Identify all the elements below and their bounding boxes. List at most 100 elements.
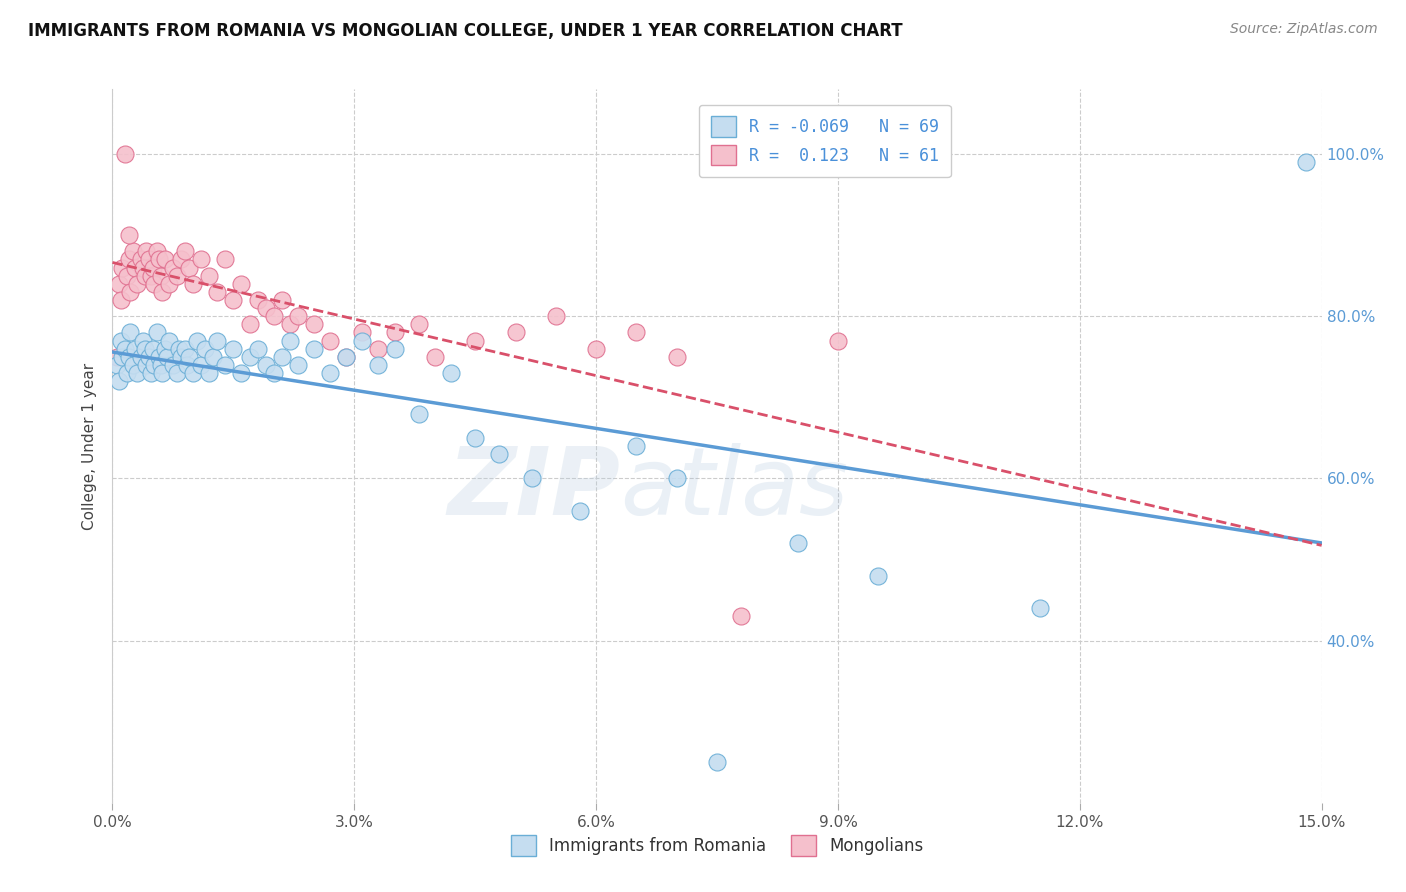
Point	[786, 536, 808, 550]
Point	[278, 318, 301, 332]
Point	[231, 277, 253, 291]
Point	[222, 342, 245, 356]
Point	[125, 277, 148, 291]
Point	[207, 285, 229, 299]
Point	[167, 342, 190, 356]
Point	[148, 252, 170, 267]
Point	[114, 147, 136, 161]
Point	[246, 342, 269, 356]
Point	[222, 293, 245, 307]
Point	[665, 471, 688, 485]
Point	[143, 358, 166, 372]
Point	[730, 609, 752, 624]
Point	[124, 342, 146, 356]
Point	[194, 342, 217, 356]
Point	[170, 350, 193, 364]
Point	[166, 268, 188, 283]
Point	[181, 366, 204, 380]
Point	[464, 334, 486, 348]
Point	[135, 358, 157, 372]
Point	[706, 756, 728, 770]
Point	[464, 431, 486, 445]
Point	[868, 568, 890, 582]
Point	[367, 342, 389, 356]
Point	[135, 244, 157, 259]
Point	[319, 366, 342, 380]
Point	[115, 366, 138, 380]
Point	[287, 310, 309, 324]
Point	[505, 326, 527, 340]
Point	[287, 358, 309, 372]
Point	[254, 358, 277, 372]
Point	[156, 350, 179, 364]
Point	[440, 366, 463, 380]
Point	[157, 277, 180, 291]
Point	[117, 350, 139, 364]
Point	[115, 268, 138, 283]
Point	[278, 334, 301, 348]
Legend: Immigrants from Romania, Mongolians: Immigrants from Romania, Mongolians	[503, 829, 931, 863]
Point	[263, 310, 285, 324]
Point	[202, 350, 225, 364]
Point	[207, 334, 229, 348]
Point	[170, 252, 193, 267]
Point	[134, 342, 156, 356]
Point	[138, 350, 160, 364]
Point	[254, 301, 277, 315]
Point	[319, 334, 342, 348]
Point	[142, 260, 165, 275]
Point	[124, 260, 146, 275]
Point	[626, 326, 648, 340]
Point	[665, 350, 688, 364]
Point	[408, 407, 430, 421]
Point	[544, 310, 567, 324]
Point	[146, 244, 169, 259]
Point	[585, 342, 607, 356]
Point	[153, 342, 176, 356]
Point	[214, 358, 236, 372]
Point	[190, 252, 212, 267]
Point	[520, 471, 543, 485]
Point	[190, 358, 212, 372]
Point	[214, 252, 236, 267]
Point	[246, 293, 269, 307]
Point	[423, 350, 446, 364]
Point	[143, 277, 166, 291]
Point	[105, 358, 128, 372]
Point	[270, 293, 292, 307]
Point	[270, 350, 292, 364]
Point	[141, 268, 163, 283]
Point	[263, 366, 285, 380]
Point	[231, 366, 253, 380]
Point	[162, 260, 184, 275]
Point	[110, 334, 132, 348]
Point	[174, 244, 197, 259]
Point	[827, 334, 849, 348]
Point	[117, 252, 139, 267]
Point	[111, 260, 134, 275]
Point	[142, 342, 165, 356]
Point	[132, 260, 155, 275]
Y-axis label: College, Under 1 year: College, Under 1 year	[82, 362, 97, 530]
Point	[153, 252, 176, 267]
Point	[108, 374, 131, 388]
Point	[384, 326, 406, 340]
Point	[149, 358, 172, 372]
Point	[352, 334, 374, 348]
Text: Source: ZipAtlas.com: Source: ZipAtlas.com	[1230, 22, 1378, 37]
Point	[238, 350, 260, 364]
Text: atlas: atlas	[620, 443, 849, 534]
Point	[120, 285, 142, 299]
Point	[152, 366, 174, 380]
Point	[174, 342, 197, 356]
Point	[105, 350, 128, 364]
Text: IMMIGRANTS FROM ROMANIA VS MONGOLIAN COLLEGE, UNDER 1 YEAR CORRELATION CHART: IMMIGRANTS FROM ROMANIA VS MONGOLIAN COL…	[28, 22, 903, 40]
Point	[157, 334, 180, 348]
Point	[488, 447, 510, 461]
Point	[367, 358, 389, 372]
Point	[166, 366, 188, 380]
Point	[626, 439, 648, 453]
Point	[1028, 601, 1050, 615]
Point	[146, 326, 169, 340]
Point	[120, 326, 142, 340]
